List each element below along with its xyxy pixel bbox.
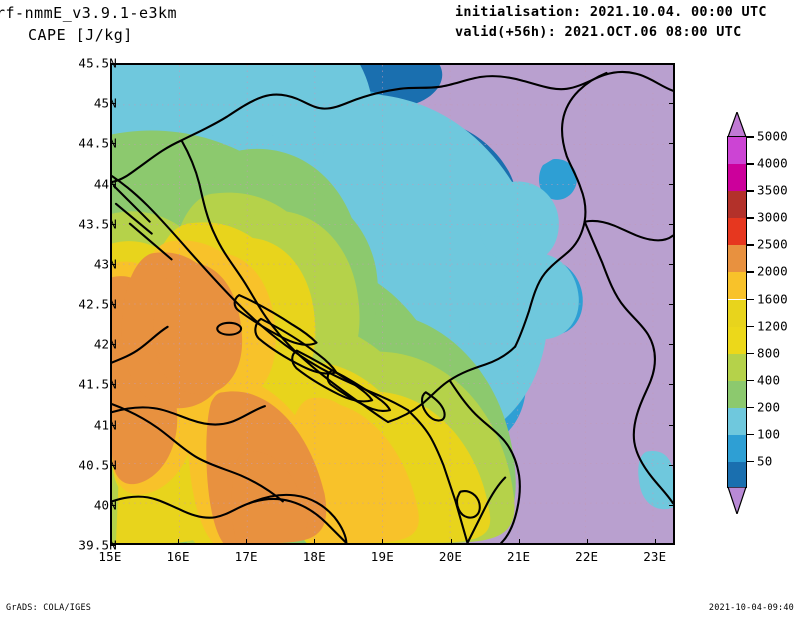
model-name-label: rf-nmmE_v3.9.1-e3km: [0, 4, 178, 22]
colorbar: 5000 4000 3500 3000 2500 2000 1600 1200 …: [727, 112, 788, 514]
colorbar-bands: [727, 136, 747, 489]
colorbar-tick-label: 3500: [757, 182, 788, 198]
initialisation-label: initialisation: 2021.10.04. 00:00 UTC: [455, 4, 767, 20]
y-tick-label: 43.5N: [78, 216, 117, 232]
y-tick-label: 42.5N: [78, 296, 117, 312]
colorbar-tick-label: 200: [757, 399, 781, 415]
colorbar-tick-label: 3000: [757, 209, 788, 225]
x-tick-label: 22E: [575, 549, 599, 564]
header-right: initialisation: 2021.10.04. 00:00 UTC va…: [455, 4, 800, 40]
colorbar-tick-label: 1200: [757, 318, 788, 333]
y-tick-label: 41N: [93, 417, 117, 432]
colorbar-tick-label: 2500: [757, 236, 788, 252]
colorbar-extend-high-arrow: [727, 112, 747, 137]
x-tick-label: 20E: [438, 549, 463, 564]
colorbar-tick-label: 800: [757, 345, 781, 361]
y-tick-label: 42N: [93, 336, 117, 352]
field-name-label: CAPE [J/kg]: [28, 26, 133, 44]
x-tick-label: 19E: [370, 549, 394, 564]
colorbar-tick-label: 50: [757, 453, 773, 469]
colorbar-tick-label: 2000: [757, 263, 788, 279]
colorbar-tick-label: 4000: [757, 155, 788, 171]
y-tick-label: 41.5N: [78, 376, 117, 392]
colorbar-tick-label: 5000: [757, 128, 788, 144]
y-tick-label: 43N: [93, 256, 117, 272]
y-tick-label: 44.5N: [78, 135, 117, 151]
colorbar-tick-label: 100: [757, 426, 781, 442]
x-tick-label: 23E: [643, 549, 667, 564]
x-tick-label: 21E: [507, 549, 531, 564]
cape-field-raster: [112, 65, 673, 543]
colorbar-extend-low-arrow: [727, 487, 747, 514]
y-tick-label: 45.5N: [78, 55, 117, 71]
y-tick-label: 40N: [93, 497, 117, 513]
x-tick-label: 15E: [98, 549, 122, 564]
y-tick-label: 40.5N: [78, 457, 117, 473]
header-left: rf-nmmE_v3.9.1-e3km CAPE [J/kg]: [0, 4, 416, 44]
x-tick-label: 16E: [166, 549, 190, 564]
generation-timestamp: 2021-10-04-09:40: [708, 603, 794, 613]
y-tick-label: 45N: [93, 95, 117, 111]
y-tick-label: 44N: [93, 176, 117, 191]
grads-credit-label: GrADS: COLA/IGES: [6, 603, 92, 613]
x-tick-label: 17E: [234, 549, 258, 564]
colorbar-tick-label: 400: [757, 372, 781, 388]
valid-time-label: valid(+56h): 2021.OCT.06 08:00 UTC: [455, 24, 742, 40]
coastline-overlay: [112, 70, 673, 543]
x-tick-label: 18E: [302, 549, 326, 564]
y-tick-label: 39.5N: [78, 537, 117, 553]
map-plot-area: [110, 63, 675, 545]
colorbar-tick-label: 1600: [757, 291, 788, 306]
